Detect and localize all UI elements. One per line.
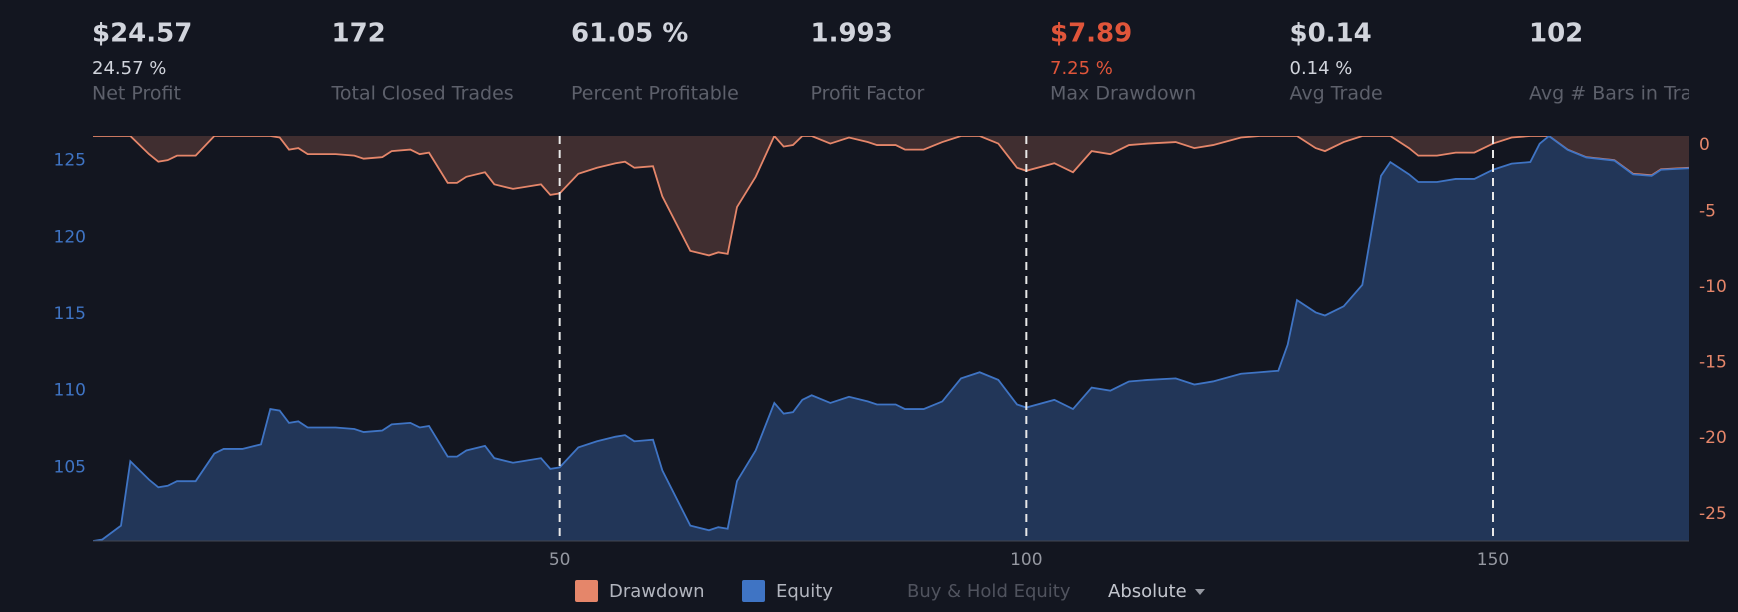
stat-label: Avg Trade (1290, 83, 1383, 105)
legend: Drawdown Equity Buy & Hold Equity Absolute (575, 580, 1205, 602)
stat-value: $0.14 (1290, 19, 1372, 49)
stat-value: 172 (332, 19, 386, 49)
stat-label: Total Closed Trades (331, 83, 514, 105)
stat-sub: 7.25 % (1050, 58, 1113, 79)
stat-value: 102 (1529, 19, 1583, 49)
stat-label: Max Drawdown (1050, 83, 1196, 105)
area-fill (93, 136, 1689, 256)
stat-sub: 24.57 % (92, 58, 166, 79)
series-0 (93, 136, 1689, 257)
x-tick-label: 50 (549, 550, 571, 570)
dropdown-caret (1195, 589, 1205, 595)
stat-label: Profit Factor (811, 83, 925, 105)
area-line (93, 136, 1689, 257)
scale-mode-label: Absolute (1108, 581, 1187, 602)
plot: 50 100 150 105 110 115 120 125 0 -5 -10 -15 -20 -25 (54, 135, 1727, 570)
stat-label: Percent Profitable (571, 83, 739, 105)
stat-label: Net Profit (92, 83, 181, 105)
y2-tick-label: -20 (1699, 428, 1727, 448)
series-1 (93, 136, 1689, 541)
stat-sub: 0.14 % (1290, 58, 1353, 79)
y-tick-label: 120 (54, 227, 86, 247)
stat-value: $24.57 (92, 19, 192, 49)
y2-tick-label: -10 (1699, 277, 1727, 297)
x-tick-label: 150 (1477, 550, 1509, 570)
buy-hold-toggle[interactable]: Buy & Hold Equity (907, 581, 1071, 602)
legend-label: Equity (776, 581, 833, 602)
stat-value: 61.05 % (571, 19, 688, 49)
legend-swatch (742, 580, 765, 602)
legend-item[interactable]: Drawdown (575, 580, 705, 602)
y2-tick-label: -15 (1699, 353, 1727, 373)
area-fill (93, 136, 1689, 541)
legend-item[interactable]: Equity (742, 580, 833, 602)
legend-label: Drawdown (609, 581, 705, 602)
y-tick-label: 105 (54, 457, 86, 477)
stat-label: Avg # Bars in Tra (1529, 83, 1692, 105)
legend-swatch (575, 580, 598, 602)
area-line (93, 136, 1689, 541)
y-tick-label: 125 (54, 151, 86, 171)
y2-tick-label: 0 (1699, 135, 1710, 155)
scale-mode-dropdown[interactable]: Absolute (1108, 581, 1205, 602)
y2-tick-label: -25 (1699, 504, 1727, 524)
stats-header: $24.57 24.57 % Net Profit 172 Total Closed T… (92, 19, 1692, 105)
stat-value: 1.993 (811, 19, 893, 49)
stat-value: $7.89 (1050, 19, 1132, 49)
y-tick-label: 110 (54, 381, 86, 401)
x-tick-label: 100 (1010, 550, 1042, 570)
y-tick-label: 115 (54, 304, 86, 324)
y2-tick-label: -5 (1699, 202, 1716, 222)
